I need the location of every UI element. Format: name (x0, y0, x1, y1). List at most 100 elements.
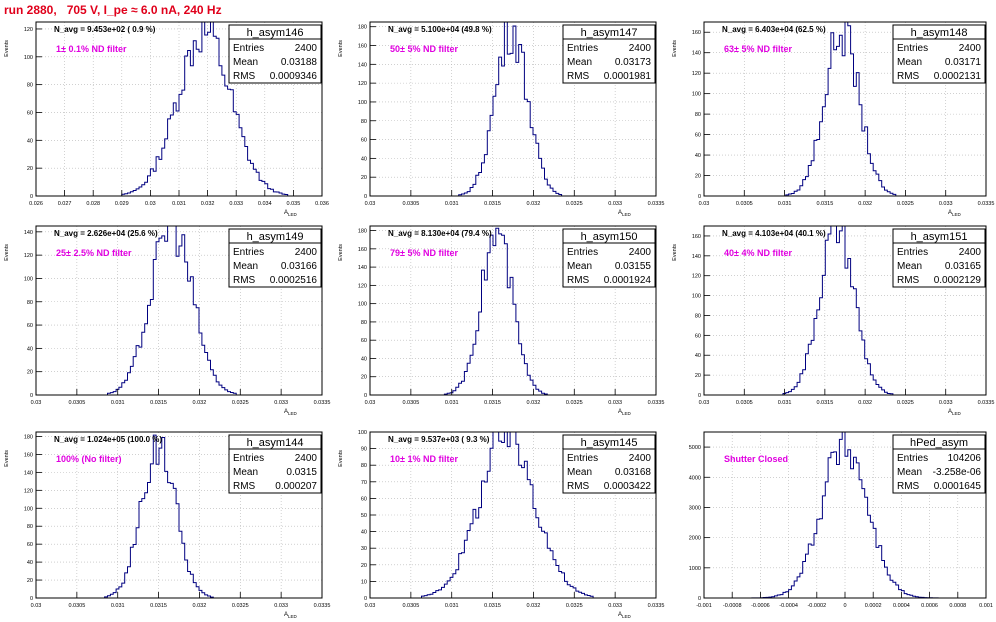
x-tick-label: 0.031 (445, 400, 459, 406)
y-tick-label: 100 (358, 430, 367, 436)
y-tick-label: 20 (27, 578, 33, 584)
x-tick-label: 0.0335 (978, 201, 995, 207)
stats-label: Mean (897, 467, 922, 478)
x-tick-label: 0.031 (111, 603, 125, 609)
x-tick-label: 0.033 (939, 201, 953, 207)
y-tick-label: 0 (364, 194, 367, 200)
x-tick-label: -0.0008 (723, 603, 742, 609)
x-tick-label: 0.035 (287, 201, 301, 207)
y-axis-label: Events (672, 40, 678, 57)
y-tick-label: 1000 (689, 566, 701, 572)
y-tick-label: 100 (358, 302, 367, 308)
x-axis-label-subscript: LED (952, 212, 962, 217)
filter-annotation: 25± 2.5% ND filter (56, 248, 132, 258)
y-tick-label: 40 (27, 138, 33, 144)
histogram-panel-h-asym147: 0.03 0.0305 0.031 0.0315 0.032 0.0325 0.033 0.0… (338, 21, 664, 217)
y-tick-label: 10 (361, 579, 367, 585)
stats-value: 0.0315 (286, 467, 317, 478)
navg-label: N_avg = 4.103e+04 (40.1 %) (722, 229, 826, 238)
filter-annotation: 40± 4% ND filter (724, 248, 792, 258)
x-tick-label: 0.0002 (865, 603, 882, 609)
x-tick-label: 0.033 (608, 400, 622, 406)
y-tick-label: 80 (361, 119, 367, 125)
plot-frame (369, 225, 657, 396)
histogram-panel-hped-asym: -0.001 -0.0008 -0.0006 -0.0004 -0.0002 0 0.000… (689, 431, 993, 609)
stats-value: 0.03168 (615, 467, 652, 478)
histogram-panel-h-asym146: 0.026 0.027 0.028 0.029 0.03 0.031 0.032 0.033 0… (4, 21, 329, 217)
stats-box (562, 24, 656, 84)
y-axis-label: Events (338, 244, 344, 261)
stats-label: RMS (897, 71, 920, 82)
x-tick-label: 0.032 (527, 201, 541, 207)
plot-frame (703, 21, 987, 197)
x-axis-label-main: A (284, 612, 288, 618)
x-axis-label: ALED (284, 612, 298, 619)
y-tick-label: 60 (361, 338, 367, 344)
y-axis-label: Events (4, 40, 10, 57)
x-tick-label: 0.0315 (150, 603, 167, 609)
y-tick-label: 100 (24, 55, 33, 61)
stats-value: 0.0001645 (934, 481, 982, 492)
x-tick-label: 0.031 (445, 201, 459, 207)
run-title: run 2880, 705 V, I_pe ≈ 6.0 nA, 240 Hz (4, 3, 222, 17)
histogram-name: h_asym145 (581, 437, 638, 449)
y-tick-label: 180 (358, 25, 367, 31)
stats-value: 2400 (629, 453, 652, 464)
y-axis-label: Events (338, 450, 344, 467)
stats-value: 0.0001924 (604, 275, 652, 286)
x-tick-label: 0.03 (31, 400, 42, 406)
x-tick-label: 0.0335 (648, 400, 665, 406)
y-tick-label: 90 (361, 447, 367, 453)
y-tick-label: 140 (692, 254, 701, 260)
y-tick-label: 20 (361, 175, 367, 181)
y-tick-label: 40 (695, 153, 701, 159)
y-tick-label: 100 (358, 100, 367, 106)
y-tick-label: 5000 (689, 445, 701, 451)
histogram-name: h_asym150 (581, 231, 638, 243)
y-tick-label: 30 (361, 546, 367, 552)
stats-label: Mean (233, 261, 258, 272)
stats-value: 2400 (629, 43, 652, 54)
y-tick-label: 60 (695, 333, 701, 339)
y-tick-label: 0 (698, 194, 701, 200)
x-tick-label: 0.034 (258, 201, 272, 207)
y-tick-label: 4000 (689, 475, 701, 481)
y-tick-label: 100 (692, 92, 701, 98)
x-tick-label: 0.0325 (232, 603, 249, 609)
x-tick-label: 0.0305 (402, 201, 419, 207)
x-tick-label: 0.0325 (897, 400, 914, 406)
stats-label: Entries (567, 43, 598, 54)
stats-label: Entries (233, 247, 264, 258)
filter-annotation: 63± 5% ND filter (724, 44, 792, 54)
x-tick-label: 0.03 (365, 201, 376, 207)
y-tick-label: 50 (361, 513, 367, 519)
y-tick-label: 180 (24, 434, 33, 440)
x-tick-label: 0.001 (979, 603, 993, 609)
x-tick-label: 0.033 (939, 400, 953, 406)
x-tick-label: 0.03 (699, 400, 710, 406)
x-tick-label: 0.0305 (68, 400, 85, 406)
x-tick-label: 0 (843, 603, 846, 609)
histogram-panel-h-asym149: 0.03 0.0305 0.031 0.0315 0.032 0.0325 0.033 0.0… (4, 225, 330, 416)
y-tick-label: 40 (361, 156, 367, 162)
y-tick-label: 120 (358, 81, 367, 87)
stats-value: 2400 (295, 453, 318, 464)
y-tick-label: 160 (358, 247, 367, 253)
stats-label: Mean (897, 261, 922, 272)
x-tick-label: 0.032 (193, 400, 207, 406)
x-tick-label: 0.03 (31, 603, 42, 609)
y-tick-label: 140 (692, 51, 701, 57)
x-tick-label: 0.0305 (68, 603, 85, 609)
stats-value: -3.258e-06 (933, 467, 982, 478)
x-axis-label-subscript: LED (622, 411, 632, 416)
x-tick-label: -0.0006 (751, 603, 770, 609)
x-tick-label: 0.03 (365, 603, 376, 609)
stats-box (892, 434, 986, 494)
x-tick-label: -0.0004 (779, 603, 798, 609)
y-tick-label: 120 (24, 253, 33, 259)
y-tick-label: 80 (695, 112, 701, 118)
stats-label: Mean (567, 261, 592, 272)
y-tick-label: 140 (24, 230, 33, 236)
stats-box (892, 228, 986, 288)
x-tick-label: 0.027 (58, 201, 72, 207)
